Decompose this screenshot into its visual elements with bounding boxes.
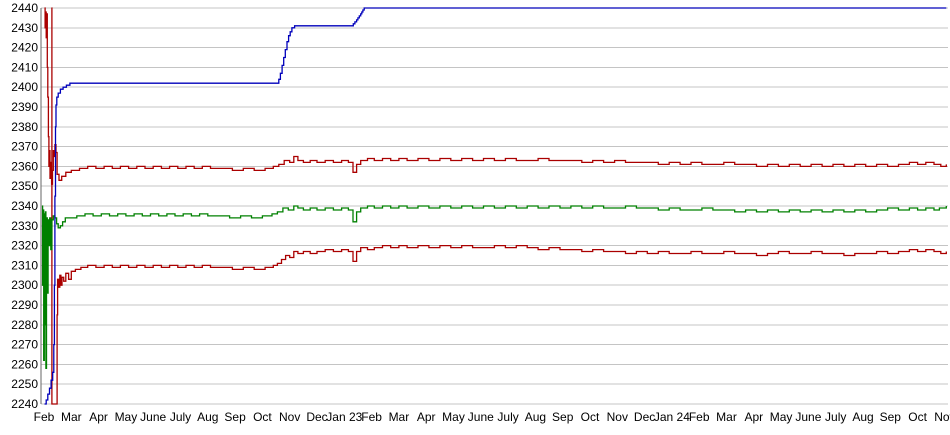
y-tick-label: 2260 [11,357,38,371]
y-tick-label: 2240 [11,397,38,411]
series-red-lower-line [51,7,947,405]
x-tick-label: Apr [89,410,108,424]
x-tick-label: Aug [852,410,873,424]
x-tick-label: July [170,410,191,424]
x-tick-label: Feb [689,410,710,424]
y-tick-label: 2370 [11,140,38,154]
y-tick-label: 2330 [11,219,38,233]
x-tick-label: Apr [744,410,763,424]
x-tick-label: Sep [552,410,574,424]
x-tick-label: Jan 23 [326,410,362,424]
x-tick-label: Mar [389,410,410,424]
y-tick-label: 2310 [11,258,38,272]
y-tick-label: 2410 [11,60,38,74]
y-tick-label: 2400 [11,80,38,94]
y-tick-label: 2270 [11,338,38,352]
x-tick-label: Nov [279,410,300,424]
x-tick-label: Mar [61,410,82,424]
x-tick-label: May [115,410,138,424]
x-tick-label: Dec [306,410,327,424]
y-tick-label: 2290 [11,298,38,312]
y-tick-label: 2420 [11,41,38,55]
series-red-upper-line [44,7,947,185]
y-tick-label: 2250 [11,377,38,391]
x-tick-label: Nov [934,410,950,424]
x-tick-label: June [468,410,494,424]
y-tick-label: 2390 [11,100,38,114]
x-tick-label: Jan 24 [654,410,690,424]
x-tick-label: Oct [253,410,272,424]
x-tick-label: June [795,410,821,424]
y-tick-label: 2300 [11,278,38,292]
x-tick-label: Nov [607,410,628,424]
y-tick-label: 2360 [11,159,38,173]
x-tick-label: Oct [908,410,927,424]
x-tick-label: Sep [224,410,246,424]
y-tick-label: 2340 [11,199,38,213]
x-tick-label: Mar [716,410,737,424]
y-tick-label: 2440 [11,1,38,15]
x-tick-label: Dec [634,410,655,424]
x-tick-label: Apr [417,410,436,424]
x-tick-label: Feb [361,410,382,424]
y-tick-label: 2380 [11,120,38,134]
x-tick-label: July [497,410,518,424]
x-tick-label: June [140,410,166,424]
x-tick-label: May [442,410,465,424]
y-tick-label: 2280 [11,318,38,332]
x-tick-label: Oct [581,410,600,424]
y-tick-label: 2320 [11,239,38,253]
x-tick-label: Aug [197,410,218,424]
x-tick-label: May [770,410,793,424]
series-green-line [41,205,947,370]
y-tick-label: 2430 [11,21,38,35]
y-tick-label: 2350 [11,179,38,193]
x-tick-label: Sep [880,410,902,424]
x-tick-label: Aug [525,410,546,424]
x-tick-label: Feb [34,410,55,424]
x-tick-label: July [825,410,846,424]
series-blue-step-line [44,7,947,405]
